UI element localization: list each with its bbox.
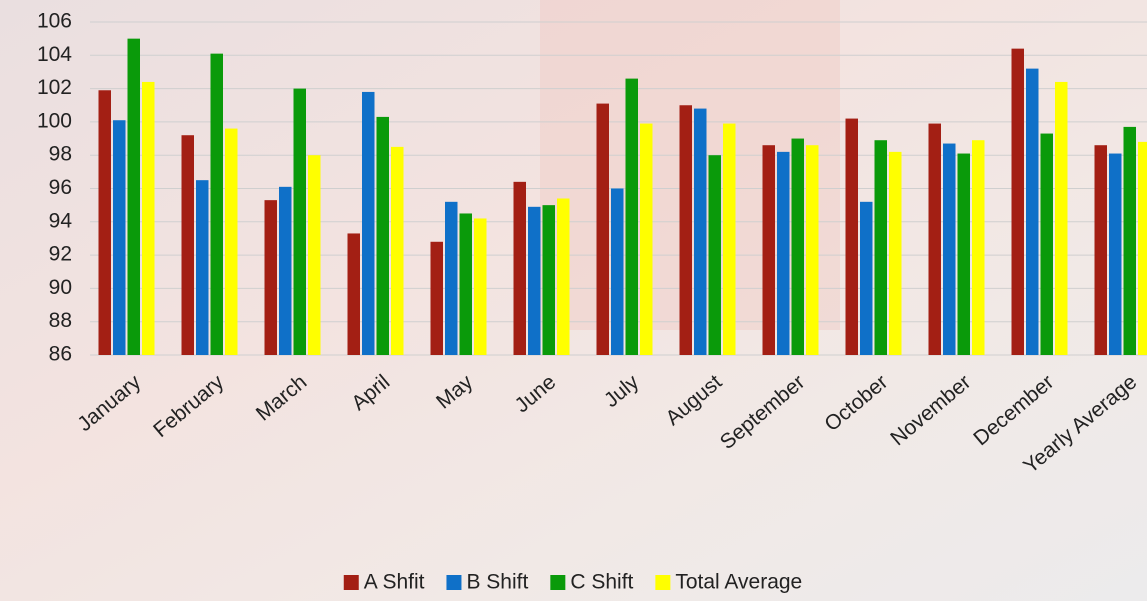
bar [391,146,404,355]
bar [640,123,653,355]
y-tick-label: 86 [49,343,72,366]
bar [943,143,956,355]
bar [264,200,277,355]
bar [1094,145,1107,355]
bar [1109,153,1122,355]
bar [777,151,790,355]
bar [557,198,570,355]
bar [1040,133,1053,355]
bar [513,181,526,355]
bar [445,201,458,355]
bar [708,155,721,355]
y-tick-label: 106 [37,10,72,33]
bar [528,206,541,355]
legend-label: B Shift [466,571,528,594]
legend-swatch [655,575,671,590]
bar [113,120,126,355]
bar [723,123,736,355]
legend-swatch [343,575,359,590]
bar [1123,126,1136,356]
bar [596,103,609,356]
bar [127,38,140,356]
bar [308,155,321,355]
bar [874,140,887,355]
bar [430,241,443,355]
y-tick-label: 96 [49,176,72,199]
legend: A Shfit B Shift C Shift Total Average [343,571,802,594]
bar [542,205,555,355]
y-tick-label: 92 [49,243,72,266]
y-tick-label: 98 [49,143,72,166]
bar [694,108,707,355]
y-tick-label: 88 [49,309,72,332]
bar [1055,81,1068,355]
y-tick-label: 94 [49,209,73,232]
y-tick-label: 104 [37,43,72,66]
bar [928,123,941,355]
bar [293,88,306,355]
bar [1138,141,1147,355]
bar [762,145,775,355]
bar [279,186,292,355]
bar [1011,48,1024,355]
bar [181,135,194,355]
bar [376,116,389,355]
legend-label: Total Average [675,571,802,594]
legend-swatch [550,575,566,590]
bar [845,118,858,355]
legend-label: A Shfit [364,571,425,594]
bar [459,213,472,355]
bar [98,90,111,355]
bar [972,140,985,355]
bar [196,180,209,355]
bar [860,201,873,355]
bar [806,145,819,355]
legend-swatch [446,575,462,590]
bar [1026,68,1039,356]
bar [347,233,360,355]
y-tick-label: 100 [37,109,72,132]
bar [791,138,804,355]
bar [957,153,970,355]
bar [679,105,692,355]
bar [142,81,155,355]
bar [225,128,238,355]
bar [362,91,375,356]
y-tick-label: 102 [37,76,72,99]
y-tick-label: 90 [49,276,72,299]
bar [611,188,624,355]
legend-label: C Shift [570,571,633,594]
bar [889,151,902,355]
bar [474,218,487,355]
bar [625,78,638,356]
bar [210,53,223,355]
